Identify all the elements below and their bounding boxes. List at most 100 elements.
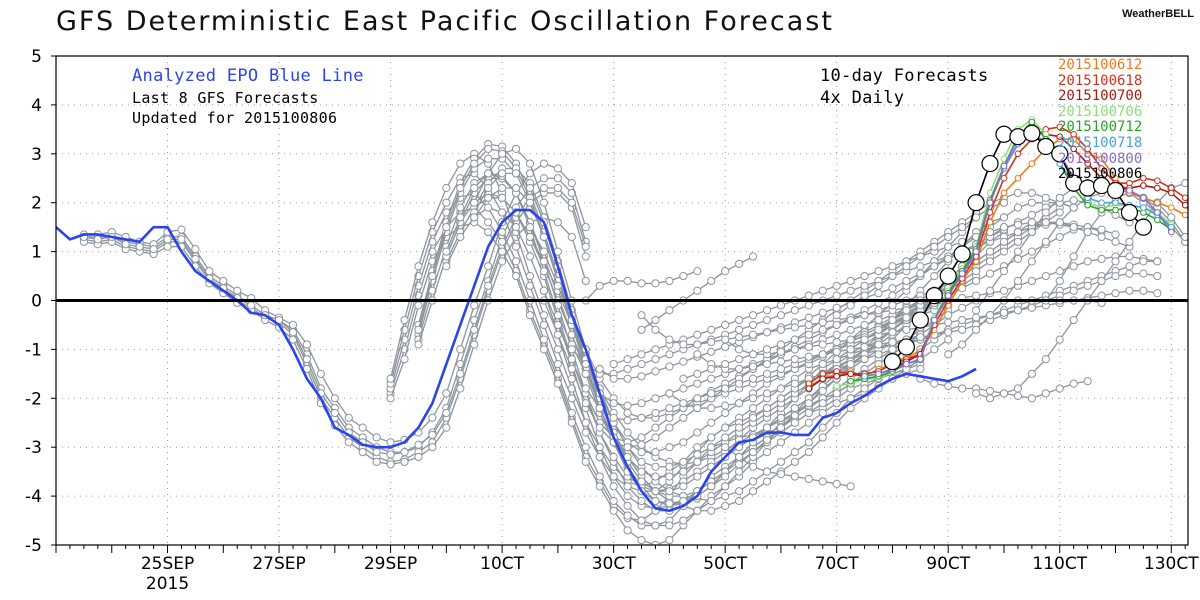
ensemble-point (177, 225, 186, 234)
ensemble-point (679, 399, 688, 408)
ensemble-point (665, 443, 674, 452)
ensemble-point (651, 540, 660, 545)
ensemble-point (748, 320, 758, 330)
ensemble-point (693, 457, 702, 466)
ensemble-point (623, 355, 632, 364)
ensemble-point (442, 408, 451, 418)
ensemble-point (135, 242, 144, 251)
forecast-point (917, 355, 924, 363)
forecast-point (1098, 155, 1105, 162)
ensemble-point (470, 325, 479, 334)
forecast-point (1196, 219, 1200, 225)
ensemble-point (735, 325, 744, 334)
ensemble-point (525, 311, 535, 320)
forecast-point (1112, 206, 1119, 214)
ensemble-point (874, 289, 883, 298)
ensemble-point (874, 350, 883, 359)
ensemble-point (985, 269, 995, 278)
ensemble-point (999, 267, 1009, 276)
ensemble-point (400, 447, 409, 457)
ensemble-point (735, 379, 744, 388)
ensemble-point (1083, 227, 1092, 237)
ensemble-point (776, 340, 786, 349)
ensemble-point (372, 457, 381, 466)
ensemble-point (651, 496, 660, 506)
ensemble-point (539, 174, 549, 183)
ensemble-point (372, 447, 381, 457)
ensemble-point (958, 315, 967, 325)
ensemble-point (902, 306, 911, 315)
ensemble-point (525, 198, 535, 207)
ensemble-point (609, 482, 618, 491)
forecast-point (1181, 211, 1188, 219)
ensemble-point (707, 374, 716, 383)
ensemble-point (804, 330, 813, 339)
forecast-point (986, 199, 994, 206)
ensemble-point (428, 443, 437, 452)
ensemble-point (595, 452, 604, 462)
ensemble-point (302, 355, 312, 364)
ensemble-point (539, 159, 549, 168)
ensemble-point (539, 247, 549, 256)
ensemble-point (735, 364, 744, 374)
deterministic-forecast-lines (805, 116, 1200, 392)
ensemble-point (581, 223, 590, 232)
ensemble-point (637, 413, 646, 422)
ensemble-point (804, 313, 813, 322)
ensemble-point (1027, 276, 1036, 286)
ensemble-point (1139, 286, 1148, 295)
ensemble-point (818, 408, 827, 418)
latest-forecast-point (911, 311, 929, 329)
ensemble-point (1196, 184, 1200, 191)
ensemble-point (958, 384, 967, 393)
ensemble-point (442, 389, 451, 398)
ensemble-point (902, 276, 911, 286)
ensemble-point (679, 384, 688, 393)
ensemble-point (846, 315, 855, 325)
ensemble-point (707, 506, 716, 515)
ensemble-point (539, 267, 549, 276)
ensemble-point (1181, 179, 1188, 188)
ensemble-point (665, 413, 674, 422)
ensemble-point (748, 330, 758, 339)
ensemble-point (860, 384, 869, 393)
ensemble-point (651, 462, 660, 471)
ensemble-point (1027, 210, 1036, 220)
ensemble-point (888, 271, 897, 281)
ensemble-point (1111, 257, 1120, 266)
ensemble-point (1027, 394, 1036, 403)
forecast-point (1167, 228, 1175, 236)
ensemble-point (832, 320, 841, 330)
ensemble-point (818, 308, 827, 317)
legend-entry: 2015100612 (1058, 57, 1143, 73)
forecast-point (1000, 174, 1008, 182)
ensemble-point (511, 144, 521, 154)
ensemble-point (1027, 218, 1036, 227)
y-tick-label: 1 (31, 243, 42, 263)
ensemble-point (456, 203, 465, 212)
ensemble-point (721, 501, 730, 510)
ensemble-point (1041, 355, 1050, 364)
ensemble-point (930, 271, 939, 281)
ensemble-point (567, 232, 576, 242)
forecast-point (861, 372, 868, 380)
ensemble-point (637, 372, 646, 381)
frequency-note: 4x Daily (820, 88, 905, 108)
ensemble-point (428, 218, 437, 227)
forecast-point (1084, 145, 1091, 153)
ensemble-point (944, 254, 953, 264)
ensemble-point (790, 345, 799, 354)
ensemble-point (567, 345, 576, 354)
ensemble-point (1055, 335, 1064, 344)
ensemble-point (748, 362, 758, 371)
ensemble-point (525, 252, 535, 261)
ensemble-point (999, 237, 1009, 246)
latest-forecast-point (1106, 181, 1125, 200)
ensemble-point (233, 286, 242, 295)
ensemble-point (1027, 247, 1036, 256)
x-tick-label: 70CT (815, 554, 860, 574)
ensemble-point (790, 418, 799, 427)
ensemble-point (330, 394, 339, 403)
ensemble-point (623, 492, 632, 501)
